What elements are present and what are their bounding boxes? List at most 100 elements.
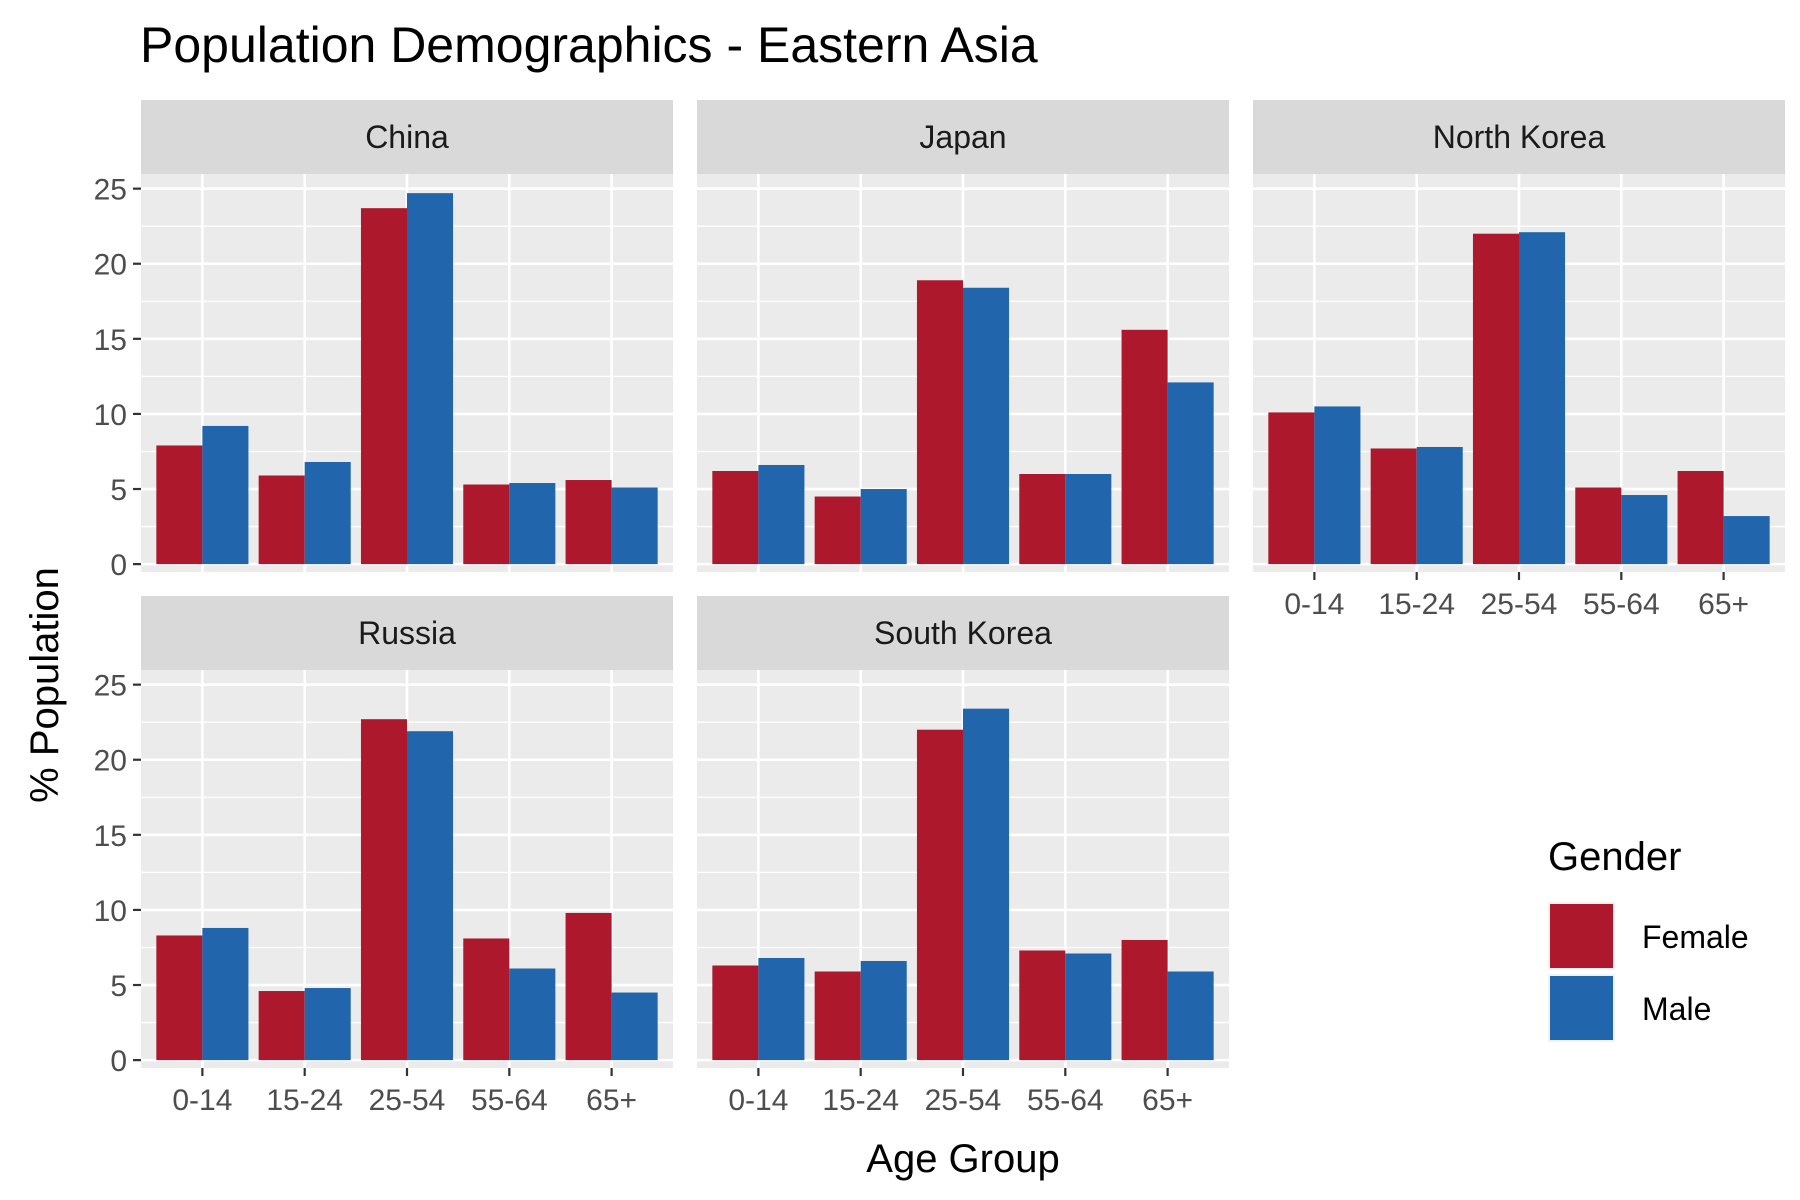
- legend: Gender Female Male: [1548, 835, 1749, 1042]
- bar-female-0-14: [156, 935, 203, 1061]
- x-tick-label: 0-14: [172, 1084, 232, 1117]
- bar-female-25-54: [916, 729, 963, 1061]
- x-tick-label: 65+: [1698, 588, 1749, 621]
- bar-female-55-64: [1575, 487, 1622, 565]
- legend-label-female: Female: [1642, 919, 1749, 955]
- bar-female-65+: [1677, 470, 1724, 565]
- panel-china: China 0 5 10 15 20 25: [94, 100, 673, 582]
- bar-female-55-64: [463, 484, 510, 565]
- bar-female-25-54: [916, 280, 963, 565]
- bar-female-0-14: [156, 445, 203, 565]
- x-tick-label: 15-24: [822, 1084, 899, 1117]
- bar-male-65+: [1167, 382, 1214, 565]
- y-tick-label: 0: [110, 549, 127, 582]
- panel-strip-label: South Korea: [874, 615, 1052, 651]
- panel-strip: [141, 596, 673, 670]
- x-tick-label: 0-14: [728, 1084, 788, 1117]
- panel-strip: [697, 100, 1229, 174]
- bar-male-55-64: [1065, 953, 1112, 1061]
- panel-strip-label: Japan: [919, 119, 1006, 155]
- panel-strip-label: China: [365, 119, 449, 155]
- x-tick-label: 65+: [586, 1084, 637, 1117]
- bar-male-0-14: [202, 425, 249, 565]
- y-tick-label: 15: [94, 324, 127, 357]
- bar-female-0-14: [1268, 412, 1315, 565]
- legend-swatch-male: [1550, 976, 1613, 1040]
- bar-female-65+: [565, 912, 612, 1061]
- bar-male-25-54: [407, 731, 454, 1061]
- y-tick-label: 20: [94, 249, 127, 282]
- bar-male-55-64: [509, 968, 556, 1061]
- bar-male-0-14: [758, 957, 805, 1061]
- x-axis-title: Age Group: [866, 1137, 1059, 1181]
- y-tick-label: 25: [94, 670, 127, 703]
- panel-strip: [1253, 100, 1785, 174]
- x-tick-label: 25-54: [925, 1084, 1002, 1117]
- bar-male-0-14: [1314, 406, 1361, 565]
- bar-female-55-64: [1019, 474, 1066, 565]
- y-tick-label: 5: [110, 474, 127, 507]
- facet-panels: China 0 5 10 15 20 25 Japan North Korea 0-14 15-24…: [94, 100, 1785, 1117]
- bar-male-0-14: [758, 464, 805, 565]
- panel-north-korea: North Korea 0-14 15-24 25-54 55-64 65+: [1253, 100, 1785, 621]
- bar-female-15-24: [258, 475, 305, 565]
- panel-south-korea: South Korea 0-14 15-24 25-54 55-64 65+: [697, 596, 1229, 1117]
- bar-male-25-54: [407, 193, 454, 565]
- bar-male-15-24: [1416, 446, 1463, 565]
- y-tick-label: 20: [94, 745, 127, 778]
- bar-female-0-14: [712, 470, 759, 565]
- bar-male-55-64: [509, 483, 556, 565]
- bar-female-25-54: [1472, 233, 1519, 565]
- legend-title: Gender: [1548, 835, 1681, 879]
- bar-female-0-14: [712, 965, 759, 1061]
- y-tick-label: 10: [94, 399, 127, 432]
- x-tick-label: 15-24: [1378, 588, 1455, 621]
- x-tick-label: 0-14: [1284, 588, 1344, 621]
- bar-female-15-24: [258, 991, 305, 1061]
- bar-female-15-24: [1370, 448, 1417, 565]
- bar-female-65+: [565, 480, 612, 565]
- bar-male-25-54: [963, 287, 1010, 565]
- y-tick-label: 15: [94, 820, 127, 853]
- bar-male-65+: [1167, 971, 1214, 1061]
- bar-female-55-64: [463, 938, 510, 1061]
- bar-male-55-64: [1065, 474, 1112, 565]
- bar-female-15-24: [814, 496, 861, 565]
- bar-female-65+: [1121, 329, 1168, 565]
- y-tick-label: 0: [110, 1045, 127, 1078]
- bar-female-25-54: [360, 208, 407, 565]
- x-tick-label: 25-54: [1481, 588, 1558, 621]
- bar-male-15-24: [860, 489, 907, 565]
- bar-male-15-24: [860, 960, 907, 1061]
- bar-female-15-24: [814, 971, 861, 1061]
- panel-strip-label: North Korea: [1433, 119, 1606, 155]
- panel-strip-label: Russia: [358, 615, 456, 651]
- panel-strip: [141, 100, 673, 174]
- x-tick-label: 15-24: [266, 1084, 343, 1117]
- panel-strip: [697, 596, 1229, 670]
- y-tick-label: 5: [110, 970, 127, 1003]
- bar-male-65+: [611, 992, 658, 1061]
- chart-title: Population Demographics - Eastern Asia: [140, 17, 1038, 73]
- x-tick-label: 55-64: [1583, 588, 1660, 621]
- x-tick-label: 55-64: [1027, 1084, 1104, 1117]
- bar-male-15-24: [304, 461, 351, 565]
- bar-female-65+: [1121, 939, 1168, 1061]
- bar-male-65+: [1723, 516, 1770, 565]
- x-tick-label: 65+: [1142, 1084, 1193, 1117]
- bar-male-0-14: [202, 927, 249, 1061]
- bar-male-15-24: [304, 988, 351, 1061]
- bar-female-25-54: [360, 719, 407, 1061]
- panel-japan: Japan: [697, 100, 1229, 572]
- bar-male-25-54: [963, 708, 1010, 1061]
- x-tick-label: 55-64: [471, 1084, 548, 1117]
- bar-male-65+: [611, 487, 658, 565]
- y-tick-label: 10: [94, 895, 127, 928]
- legend-swatch-female: [1550, 904, 1613, 968]
- x-tick-label: 25-54: [369, 1084, 446, 1117]
- y-tick-label: 25: [94, 174, 127, 207]
- y-axis-title: % Population: [23, 567, 67, 803]
- bar-male-55-64: [1621, 495, 1668, 565]
- bar-male-25-54: [1519, 232, 1566, 565]
